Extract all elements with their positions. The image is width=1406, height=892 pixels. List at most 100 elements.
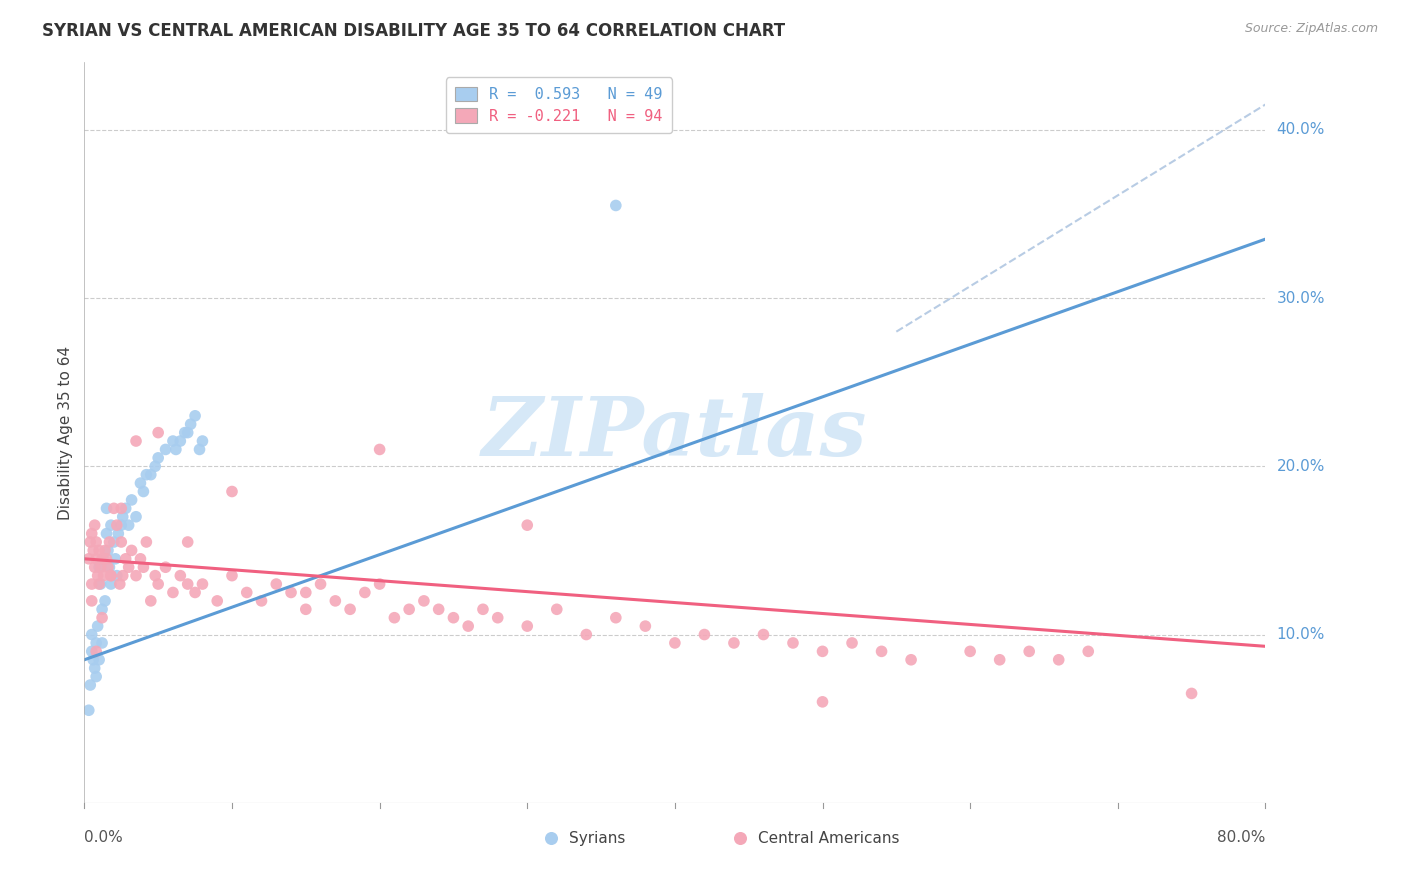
Point [657, 877, 679, 891]
Point [191, 434, 214, 448]
Text: Central Americans: Central Americans [758, 830, 898, 846]
Legend: R =  0.593   N = 49, R = -0.221   N = 94: R = 0.593 N = 49, R = -0.221 N = 94 [446, 78, 672, 133]
Point [368, 577, 391, 591]
Point [811, 644, 834, 658]
Point [148, 577, 170, 591]
Point [221, 484, 243, 499]
Point [295, 602, 318, 616]
Point [1018, 644, 1040, 658]
Point [309, 577, 332, 591]
Point [162, 434, 184, 448]
Point [143, 568, 166, 582]
Point [80, 644, 103, 658]
Point [354, 585, 377, 599]
Point [90, 577, 112, 591]
Point [83, 661, 105, 675]
Point [94, 543, 117, 558]
Point [191, 577, 214, 591]
Point [87, 543, 111, 558]
Point [82, 543, 104, 558]
Point [177, 577, 200, 591]
Point [132, 560, 155, 574]
Point [634, 619, 657, 633]
Point [114, 551, 136, 566]
Point [723, 636, 745, 650]
Point [79, 678, 101, 692]
Point [841, 636, 863, 650]
Point [177, 535, 200, 549]
Point [382, 610, 406, 624]
Point [575, 627, 598, 641]
Point [84, 551, 107, 566]
Point [118, 518, 141, 533]
Point [100, 518, 122, 533]
Point [97, 543, 120, 558]
Point [100, 568, 122, 582]
Point [155, 442, 177, 457]
Point [103, 501, 125, 516]
Point [125, 568, 148, 582]
Point [139, 594, 162, 608]
Point [693, 627, 716, 641]
Point [180, 417, 202, 432]
Point [91, 610, 114, 624]
Point [84, 535, 107, 549]
Point [80, 627, 103, 641]
Point [77, 551, 100, 566]
Point [96, 501, 118, 516]
Text: SYRIAN VS CENTRAL AMERICAN DISABILITY AGE 35 TO 64 CORRELATION CHART: SYRIAN VS CENTRAL AMERICAN DISABILITY AG… [42, 22, 786, 40]
Point [339, 602, 361, 616]
Point [546, 602, 568, 616]
Point [413, 594, 436, 608]
Point [98, 560, 121, 574]
Text: Syrians: Syrians [568, 830, 624, 846]
Point [870, 644, 893, 658]
Point [80, 526, 103, 541]
Point [82, 653, 104, 667]
Point [169, 434, 191, 448]
Text: 30.0%: 30.0% [1277, 291, 1324, 305]
Point [110, 501, 132, 516]
Point [90, 560, 112, 574]
Point [472, 602, 495, 616]
Point [155, 560, 177, 574]
Point [398, 602, 420, 616]
Point [605, 610, 627, 624]
Point [782, 636, 804, 650]
Point [988, 653, 1011, 667]
Y-axis label: Disability Age 35 to 64: Disability Age 35 to 64 [58, 345, 73, 520]
Point [79, 535, 101, 549]
Point [84, 636, 107, 650]
Point [83, 518, 105, 533]
Point [93, 551, 115, 566]
Point [93, 568, 115, 582]
Point [132, 484, 155, 499]
Point [325, 594, 347, 608]
Point [664, 636, 686, 650]
Point [893, 877, 915, 891]
Point [139, 467, 162, 482]
Point [100, 568, 122, 582]
Point [87, 560, 111, 574]
Text: 20.0%: 20.0% [1277, 458, 1324, 474]
Text: 80.0%: 80.0% [1218, 830, 1265, 845]
Point [516, 518, 538, 533]
Point [221, 568, 243, 582]
Point [427, 602, 450, 616]
Point [443, 610, 465, 624]
Point [184, 409, 207, 423]
Point [121, 492, 143, 507]
Point [118, 560, 141, 574]
Point [110, 518, 132, 533]
Point [111, 568, 134, 582]
Text: 40.0%: 40.0% [1277, 122, 1324, 137]
Point [105, 568, 128, 582]
Point [125, 509, 148, 524]
Point [811, 695, 834, 709]
Point [96, 526, 118, 541]
Point [108, 577, 131, 591]
Text: Source: ZipAtlas.com: Source: ZipAtlas.com [1244, 22, 1378, 36]
Point [98, 535, 121, 549]
Point [96, 551, 118, 566]
Point [104, 551, 127, 566]
